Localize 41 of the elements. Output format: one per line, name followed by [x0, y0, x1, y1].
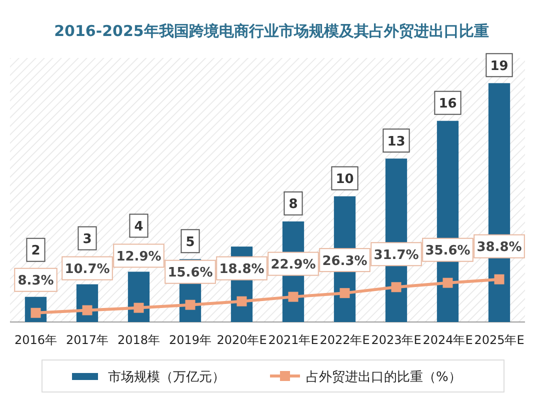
point: [82, 305, 92, 316]
x-tick-label: 2022年E: [320, 333, 370, 347]
data-label: 4: [134, 219, 144, 234]
data-label: 38.8%: [476, 240, 522, 255]
point: [340, 288, 350, 298]
point: [134, 302, 144, 313]
point: [391, 282, 402, 292]
data-label: 16: [438, 96, 457, 112]
data-label: 5: [186, 234, 195, 250]
legend-label: 市场规模（万亿元）: [108, 370, 225, 385]
data-label: 35.6%: [425, 244, 470, 259]
x-tick-label: 2025年E: [474, 333, 524, 347]
legend-label: 占外贸进出口的比重（%）: [306, 370, 462, 385]
point: [288, 292, 298, 302]
data-label: 12.9%: [116, 249, 162, 264]
data-label: 22.9%: [270, 257, 316, 272]
data-label: 31.7%: [374, 248, 419, 263]
data-label: 2: [31, 244, 40, 259]
data-label: 26.3%: [322, 254, 368, 269]
x-tick-label: 2020年E: [216, 333, 267, 347]
x-tick-label: 2021年E: [268, 333, 318, 347]
data-label: 10: [336, 172, 354, 187]
x-tick-label: 2023年E: [371, 333, 422, 347]
data-label: 13: [387, 134, 406, 150]
point: [442, 278, 453, 288]
point: [236, 296, 247, 306]
point: [494, 274, 504, 284]
x-tick-label: 2017年: [66, 333, 109, 347]
data-label: 8.3%: [18, 274, 54, 289]
data-label: 8: [288, 197, 298, 212]
chart-title: 2016-2025年我国跨境电商行业市场规模及其占外贸进出口比重: [54, 22, 489, 40]
data-label: 19: [490, 58, 508, 74]
data-label: 3: [82, 232, 92, 247]
data-label: 18.8%: [219, 262, 264, 277]
x-tick-label: 2019年: [168, 333, 212, 347]
data-label: 15.6%: [168, 266, 213, 281]
point: [185, 300, 196, 310]
x-tick-label: 2018年: [117, 333, 160, 347]
x-tick-label: 2016年: [14, 333, 58, 347]
x-tick-label: 2024年E: [422, 333, 473, 347]
data-label: 10.7%: [64, 262, 110, 277]
